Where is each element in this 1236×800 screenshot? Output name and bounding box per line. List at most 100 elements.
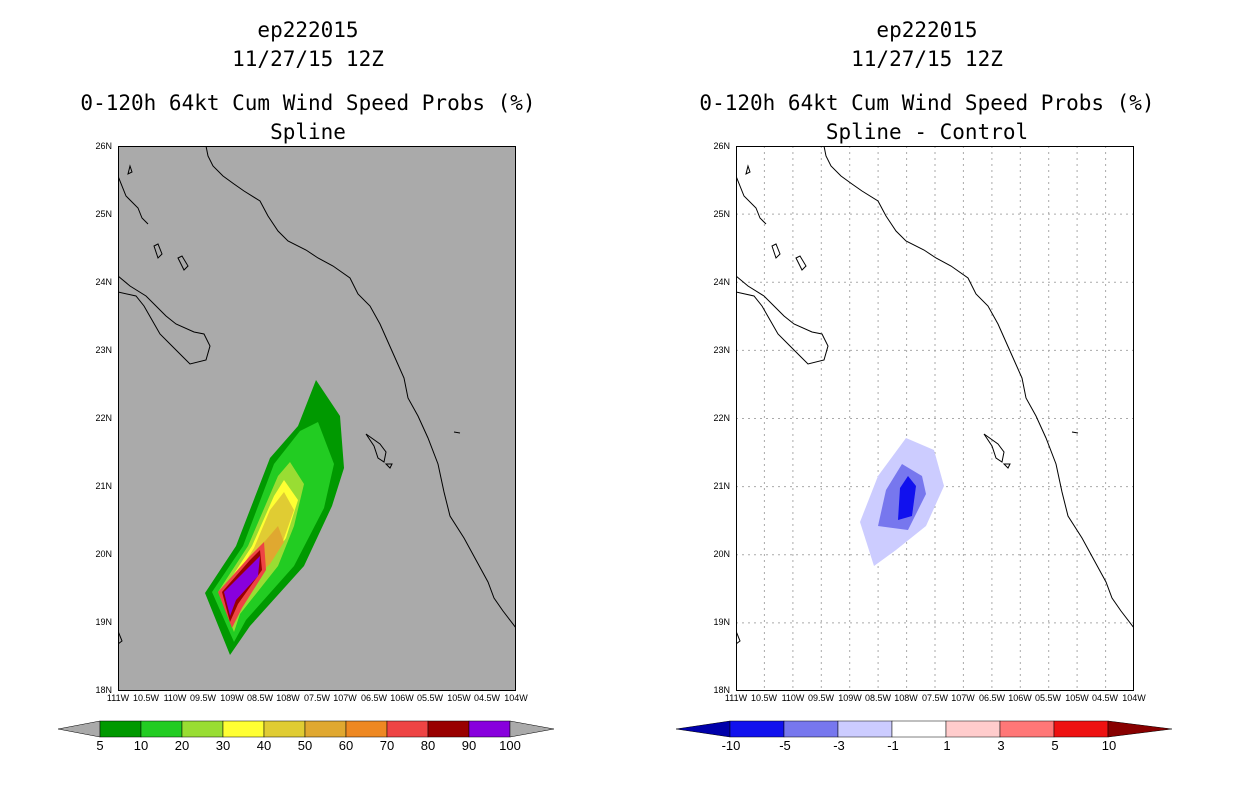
left-colorbar-cell: [99, 720, 142, 738]
left-lon-tick: 108W: [276, 693, 300, 703]
right-lat-tick: 19N: [713, 617, 730, 627]
left-subtitle: Spline: [270, 120, 346, 144]
left-lon-tick: 109W: [220, 693, 244, 703]
right-colorbar-label: -5: [779, 738, 791, 753]
right-colorbar-cell: [999, 720, 1055, 738]
right-map-frame: [736, 146, 1134, 691]
left-product-title: 0-120h 64kt Cum Wind Speed Probs (%): [80, 91, 536, 115]
right-colorbar-cell: [1053, 720, 1109, 738]
right-lat-tick: 18N: [713, 685, 730, 695]
right-subtitle: Spline - Control: [825, 120, 1029, 144]
left-map: [118, 146, 516, 691]
right-lat-tick: 21N: [713, 481, 730, 491]
left-lon-tick: 105W: [447, 693, 471, 703]
left-colorbar-cell: [140, 720, 183, 738]
right-colorbar-label: 3: [997, 738, 1005, 753]
right-lon-tick: 109W: [838, 693, 862, 703]
right-colorbar: [675, 720, 1173, 738]
left-colorbar-label: 30: [215, 738, 231, 753]
left-colorbar-label: 5: [96, 738, 104, 753]
right-lon-tick: 104W: [1122, 693, 1146, 703]
right-colorbar-cell: [729, 720, 785, 738]
left-colorbar-cell: [386, 720, 429, 738]
left-colorbar-label: 100: [499, 738, 521, 753]
right-lon-tick: 111W: [724, 693, 748, 703]
right-lon-tick: 107W: [951, 693, 975, 703]
right-colorbar-left-arrow: [675, 720, 731, 738]
left-colorbar-cell: [304, 720, 347, 738]
left-colorbar-label: 50: [297, 738, 313, 753]
left-lat-tick: 19N: [95, 617, 112, 627]
left-colorbar-cell: [468, 720, 511, 738]
left-lon-tick: 05.5W: [416, 693, 443, 703]
right-storm-id: ep222015: [876, 18, 978, 42]
right-colorbar-label: 10: [1101, 738, 1117, 753]
right-colorbar-cell: [837, 720, 893, 738]
right-lat-tick: 22N: [713, 413, 730, 423]
right-lon-tick: 105W: [1065, 693, 1089, 703]
left-colorbar-cell: [181, 720, 224, 738]
left-lat-tick: 20N: [95, 549, 112, 559]
right-lon-tick: 108W: [894, 693, 918, 703]
left-lon-tick: 04.5W: [473, 693, 500, 703]
right-map: [736, 146, 1134, 691]
right-colorbar-label: -3: [833, 738, 845, 753]
right-product-title: 0-120h 64kt Cum Wind Speed Probs (%): [699, 91, 1155, 115]
left-colorbar-left-arrow: [57, 720, 101, 738]
left-lat-tick: 23N: [95, 345, 112, 355]
left-lat-tick: 22N: [95, 413, 112, 423]
left-colorbar-cell: [263, 720, 306, 738]
right-lon-tick: 09.5W: [807, 693, 834, 703]
right-difference-contours: [860, 438, 944, 566]
right-lon-tick: 07.5W: [921, 693, 948, 703]
left-colorbar-label: 70: [379, 738, 395, 753]
right-colorbar-label: 5: [1051, 738, 1059, 753]
left-colorbar-label: 10: [133, 738, 149, 753]
left-map-frame: [118, 146, 516, 691]
left-lon-tick: 111W: [106, 693, 130, 703]
right-lat-tick: 26N: [713, 141, 730, 151]
left-colorbar-right-arrow: [509, 720, 555, 738]
left-coastlines: [118, 146, 516, 645]
left-colorbar-label: 80: [420, 738, 436, 753]
left-colorbar-cell: [427, 720, 470, 738]
right-colorbar-cell: [891, 720, 947, 738]
left-lon-tick: 107W: [333, 693, 357, 703]
right-colorbar-cell: [945, 720, 1001, 738]
right-lon-tick: 04.5W: [1091, 693, 1118, 703]
left-lat-tick: 18N: [95, 685, 112, 695]
right-lat-tick: 25N: [713, 209, 730, 219]
right-coastlines: [736, 146, 1134, 645]
left-lat-tick: 24N: [95, 277, 112, 287]
right-colorbar-right-arrow: [1107, 720, 1173, 738]
left-lat-tick: 21N: [95, 481, 112, 491]
left-lon-tick: 110W: [163, 693, 187, 703]
left-colorbar-label: 60: [338, 738, 354, 753]
right-lon-tick: 05.5W: [1034, 693, 1061, 703]
right-lon-tick: 106W: [1008, 693, 1032, 703]
right-lon-tick: 10.5W: [750, 693, 777, 703]
left-lon-tick: 06.5W: [360, 693, 387, 703]
right-lat-tick: 20N: [713, 549, 730, 559]
right-colorbar-label: 1: [943, 738, 951, 753]
right-map-grid: [736, 146, 1134, 691]
right-lat-tick: 24N: [713, 277, 730, 287]
left-lat-tick: 26N: [95, 141, 112, 151]
right-lon-tick: 08.5W: [864, 693, 891, 703]
left-colorbar-cell: [345, 720, 388, 738]
right-lon-tick: 06.5W: [978, 693, 1005, 703]
left-colorbar: [57, 720, 555, 738]
right-lon-tick: 110W: [781, 693, 805, 703]
left-lat-tick: 25N: [95, 209, 112, 219]
left-colorbar-cell: [222, 720, 265, 738]
left-lon-tick: 07.5W: [303, 693, 330, 703]
right-datetime: 11/27/15 12Z: [851, 47, 1003, 71]
left-colorbar-label: 40: [256, 738, 272, 753]
right-colorbar-cell: [783, 720, 839, 738]
left-lon-tick: 10.5W: [132, 693, 159, 703]
left-datetime: 11/27/15 12Z: [232, 47, 384, 71]
right-lat-tick: 23N: [713, 345, 730, 355]
left-lon-tick: 104W: [504, 693, 528, 703]
left-storm-id: ep222015: [257, 18, 359, 42]
left-probability-contours: [205, 380, 344, 655]
